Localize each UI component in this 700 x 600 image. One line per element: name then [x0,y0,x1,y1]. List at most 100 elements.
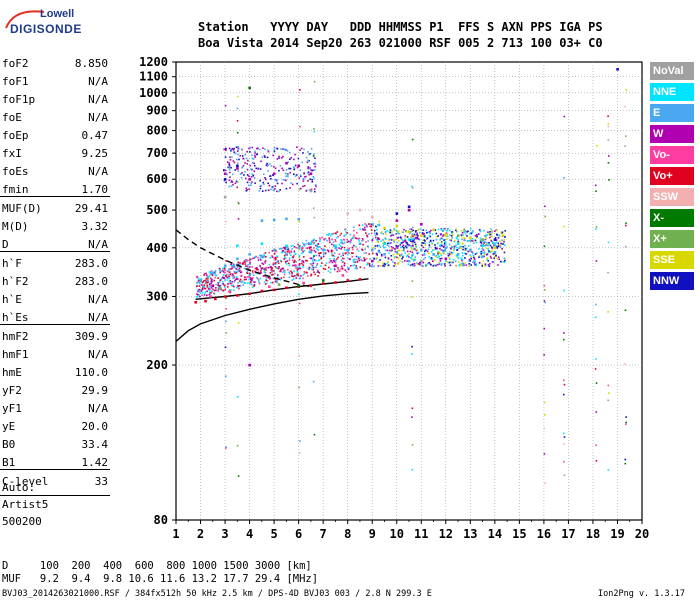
echo-point [230,166,232,169]
echo-point [234,182,237,185]
echo-point [315,239,317,242]
echo-point [416,237,419,240]
echo-point [303,148,305,151]
echo-point [390,245,393,248]
echo-point [471,240,474,242]
echo-point [486,257,488,259]
echo-point [452,261,454,264]
echo-point [435,247,438,250]
echo-point [278,155,280,158]
echo-point [501,248,503,251]
echo-point [431,242,433,244]
echo-point [288,250,290,252]
echo-point [443,242,446,245]
echo-point [432,265,435,267]
echo-point [355,264,358,267]
echo-point [409,264,412,267]
echo-point [303,272,306,275]
echo-point [475,263,477,265]
echo-point [245,157,248,160]
echo-point [449,251,451,253]
echo-point [288,271,290,274]
echo-point [316,269,319,272]
echo-point [448,258,451,261]
echo-point [352,252,354,254]
echo-point [412,235,414,237]
echo-point [334,232,337,235]
echo-point [379,246,382,248]
echo-point [462,263,465,265]
series-point-nne [236,244,239,248]
echo-point [297,273,300,275]
echo-point [462,234,464,236]
echo-point [411,443,414,446]
echo-point [328,232,330,235]
echo-point [314,162,316,164]
echo-point [208,293,211,296]
echo-point [232,173,234,176]
echo-point [226,270,229,273]
echo-point [236,263,239,265]
echo-point [238,287,240,290]
echo-point [446,229,448,232]
echo-point [239,280,241,282]
series-point-w [211,284,215,287]
echo-point [328,266,330,269]
echo-point [330,250,333,253]
echo-point [595,303,597,306]
echo-point [357,256,359,258]
echo-point [227,282,229,285]
echo-point [469,239,471,242]
echo-point [202,285,205,288]
echo-point [451,246,453,248]
echo-point [207,281,209,283]
echo-point [274,280,277,283]
echo-point [302,180,305,182]
echo-point [355,266,358,269]
echo-point [257,268,259,271]
echo-point [351,237,354,239]
echo-point [395,244,398,247]
echo-point [409,244,411,247]
echo-point [311,178,314,181]
echo-point [349,241,352,244]
echo-point [280,157,283,159]
echo-point [263,271,266,274]
echo-point [595,260,598,262]
echo-point [363,259,366,262]
echo-point [376,257,378,259]
echo-point [249,278,252,281]
echo-point [406,250,409,253]
echo-point [487,259,490,262]
echo-point [607,139,610,141]
echo-point [363,267,366,269]
series-point-w [297,164,301,168]
echo-point [333,267,336,270]
echo-point [305,175,307,178]
param-value: N/A [88,311,108,324]
echo-point [403,228,405,231]
echo-point [307,166,310,168]
echo-point [250,258,253,260]
echo-point [376,244,379,247]
echo-point [260,267,263,270]
echo-point [501,231,504,234]
echo-point [275,267,278,269]
echo-point [563,383,566,386]
series-point-nnw [616,67,619,71]
echo-point [288,259,291,261]
legend-item-nnw: NNW [650,272,694,290]
echo-point [400,254,403,256]
echo-point [388,245,390,248]
param-row-h-e: h`E N/A [2,293,108,307]
echo-point [298,177,301,179]
echo-point [402,241,405,244]
echo-point [224,375,227,378]
echo-point [501,239,503,242]
series-point-nnw [493,238,497,241]
echo-point [226,279,229,281]
echo-point [316,264,318,267]
echo-point [544,482,546,484]
param-value: 9.25 [81,147,109,160]
echo-point [253,283,256,286]
